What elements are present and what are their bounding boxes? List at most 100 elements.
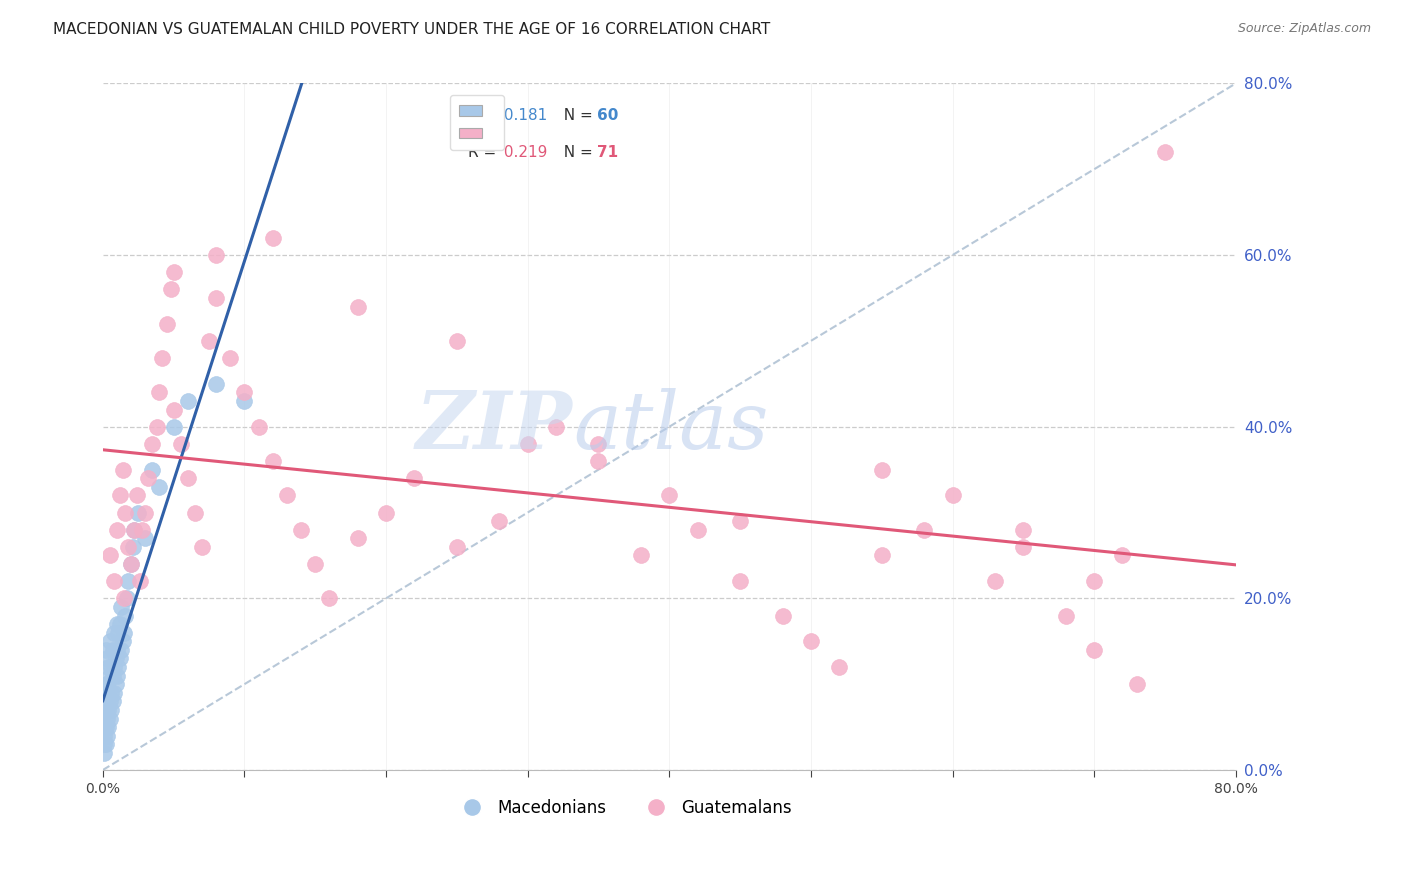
Point <box>108 617 131 632</box>
Point <box>630 549 652 563</box>
Point <box>198 334 221 348</box>
Point <box>170 437 193 451</box>
Point <box>516 437 538 451</box>
Point <box>97 703 120 717</box>
Point <box>134 531 156 545</box>
Point <box>1083 574 1105 589</box>
Point <box>96 694 118 708</box>
Point <box>98 711 121 725</box>
Point <box>870 462 893 476</box>
Point <box>127 506 149 520</box>
Point <box>446 334 468 348</box>
Point <box>110 599 132 614</box>
Point <box>107 625 129 640</box>
Point <box>1125 677 1147 691</box>
Text: 71: 71 <box>596 145 617 161</box>
Point <box>588 454 610 468</box>
Point <box>105 523 128 537</box>
Point <box>111 462 134 476</box>
Point <box>96 729 118 743</box>
Point <box>101 668 124 682</box>
Point <box>1054 608 1077 623</box>
Point <box>304 557 326 571</box>
Point <box>94 677 117 691</box>
Point <box>136 471 159 485</box>
Point <box>159 282 181 296</box>
Point <box>148 480 170 494</box>
Point <box>233 394 256 409</box>
Point <box>728 514 751 528</box>
Point <box>588 437 610 451</box>
Point <box>94 720 117 734</box>
Point <box>155 317 177 331</box>
Point <box>488 514 510 528</box>
Point <box>318 591 340 606</box>
Point <box>162 402 184 417</box>
Point <box>1083 643 1105 657</box>
Point <box>125 488 148 502</box>
Point <box>828 660 851 674</box>
Point <box>105 643 128 657</box>
Point <box>97 720 120 734</box>
Point <box>219 351 242 365</box>
Point <box>114 506 136 520</box>
Point <box>98 549 121 563</box>
Point <box>98 694 121 708</box>
Point <box>1012 540 1035 554</box>
Point <box>114 608 136 623</box>
Point <box>912 523 935 537</box>
Point <box>93 737 115 751</box>
Point <box>100 660 122 674</box>
Point <box>984 574 1007 589</box>
Point <box>120 557 142 571</box>
Point <box>93 729 115 743</box>
Point <box>941 488 963 502</box>
Point <box>870 549 893 563</box>
Point <box>162 265 184 279</box>
Point <box>112 591 135 606</box>
Point <box>177 394 200 409</box>
Point <box>148 385 170 400</box>
Point <box>122 523 145 537</box>
Point <box>145 419 167 434</box>
Text: 0.219: 0.219 <box>499 145 548 161</box>
Point <box>97 686 120 700</box>
Point <box>262 454 284 468</box>
Point <box>184 506 207 520</box>
Point <box>122 523 145 537</box>
Point <box>346 531 368 545</box>
Point <box>686 523 709 537</box>
Point <box>404 471 426 485</box>
Point <box>101 694 124 708</box>
Point <box>120 557 142 571</box>
Point <box>117 574 139 589</box>
Point <box>110 643 132 657</box>
Point <box>150 351 173 365</box>
Point <box>104 677 127 691</box>
Point <box>800 634 823 648</box>
Text: atlas: atlas <box>574 388 768 466</box>
Point <box>375 506 398 520</box>
Point <box>1012 523 1035 537</box>
Point <box>101 643 124 657</box>
Point <box>205 291 228 305</box>
Legend: Macedonians, Guatemalans: Macedonians, Guatemalans <box>449 792 799 823</box>
Point <box>93 746 115 760</box>
Point <box>658 488 681 502</box>
Point <box>728 574 751 589</box>
Point <box>262 231 284 245</box>
Point <box>112 625 135 640</box>
Point <box>100 703 122 717</box>
Text: 60: 60 <box>596 108 619 122</box>
Point <box>108 488 131 502</box>
Point <box>346 300 368 314</box>
Point <box>205 248 228 262</box>
Text: ZIP: ZIP <box>416 388 574 466</box>
Point <box>107 660 129 674</box>
Point <box>1111 549 1133 563</box>
Point <box>98 634 121 648</box>
Point <box>233 385 256 400</box>
Point <box>544 419 567 434</box>
Point <box>111 634 134 648</box>
Point <box>162 419 184 434</box>
